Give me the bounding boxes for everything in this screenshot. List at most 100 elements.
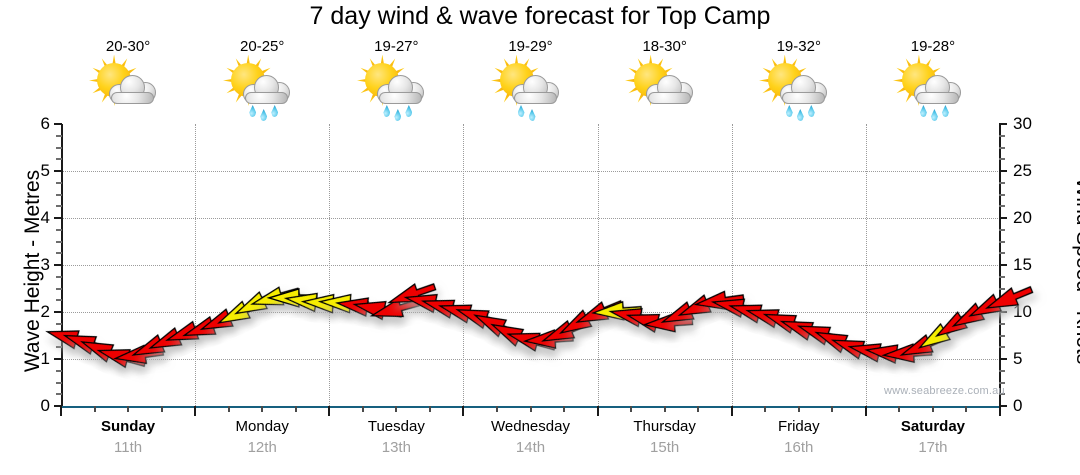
x-tick <box>294 406 297 412</box>
y-tick-right <box>999 181 1005 184</box>
y-tick-left <box>54 311 62 313</box>
y-tick-left <box>56 193 62 196</box>
page-title: 7 day wind & wave forecast for Top Camp <box>309 2 771 30</box>
day-header-thursday: 18-30° <box>598 38 732 117</box>
day-date-label: 15th <box>650 439 680 456</box>
y-tick-label-right: 30 <box>1013 114 1032 133</box>
x-tick <box>663 406 666 412</box>
sun-cloud-rain-icon <box>227 54 297 121</box>
y-tick-label-left: 6 <box>40 114 50 133</box>
x-tick <box>127 406 130 412</box>
x-tick <box>529 406 532 412</box>
day-header-monday: 20-25° <box>195 38 329 121</box>
gridline-horizontal <box>61 312 1000 313</box>
gridline-vertical <box>597 124 599 406</box>
y-tick-right <box>999 158 1005 161</box>
day-footer-monday: Monday 12th <box>195 418 329 456</box>
day-date-label: 13th <box>381 439 411 456</box>
y-tick-right <box>999 217 1007 219</box>
day-footer-friday: Friday 16th <box>732 418 866 456</box>
y-tick-label-left: 4 <box>40 208 50 227</box>
rain-drop-icon <box>249 105 257 117</box>
day-footer-thursday: Thursday 15th <box>598 418 732 456</box>
rain-drop-icon <box>941 105 949 117</box>
x-tick <box>999 406 1001 416</box>
y-tick-right <box>999 393 1005 396</box>
day-name-label: Wednesday <box>491 418 570 435</box>
y-tick-right <box>999 381 1005 384</box>
gridline-vertical <box>195 124 197 406</box>
x-tick <box>361 406 364 412</box>
y-tick-left <box>54 358 62 360</box>
y-tick-right <box>999 252 1005 255</box>
y-tick-label-right: 10 <box>1013 302 1032 321</box>
y-tick-left <box>56 275 62 278</box>
sun-cloud-icon <box>630 54 700 117</box>
temperature-range: 20-30° <box>105 38 151 55</box>
x-tick <box>428 406 431 412</box>
cloud-icon <box>243 75 291 104</box>
temperature-range: 19-29° <box>508 38 553 55</box>
y-tick-left <box>56 228 62 231</box>
rain-drop-icon <box>930 109 938 121</box>
y-tick-right <box>999 134 1005 137</box>
temperature-range: 18-30° <box>642 38 687 55</box>
x-tick <box>697 406 700 412</box>
x-tick <box>864 406 867 416</box>
x-tick <box>596 406 599 416</box>
day-name-label: Saturday <box>900 418 966 435</box>
day-name-label: Thursday <box>633 418 696 435</box>
day-footer-sunday: Sunday 11th <box>61 418 195 456</box>
y-tick-left <box>56 393 62 396</box>
y-tick-label-left: 0 <box>40 396 50 415</box>
gridline-vertical <box>463 124 465 406</box>
y-tick-right <box>999 287 1005 290</box>
y-tick-label-left: 2 <box>40 302 50 321</box>
temperature-range: 20-25° <box>240 38 285 55</box>
y-tick-left <box>56 346 62 349</box>
day-header-sunday: 20-30° <box>61 38 195 117</box>
plot-area <box>61 124 1000 406</box>
y-tick-right <box>999 405 1007 407</box>
rain-drop-icon <box>517 105 525 117</box>
x-tick <box>797 406 800 412</box>
x-tick <box>328 406 331 416</box>
x-tick <box>462 406 465 416</box>
day-header-tuesday: 19-27° <box>329 38 463 121</box>
day-name-label: Tuesday <box>367 418 425 435</box>
y-tick-right <box>999 275 1005 278</box>
temperature-range: 19-32° <box>776 38 821 55</box>
sun-cloud-rain-icon <box>764 54 834 121</box>
x-tick <box>194 406 197 416</box>
y-tick-label-left: 5 <box>40 161 50 180</box>
y-tick-left <box>56 205 62 208</box>
gridline-horizontal <box>61 359 1000 360</box>
y-tick-left <box>56 158 62 161</box>
x-tick <box>93 406 96 412</box>
day-header-wednesday: 19-29° <box>464 38 598 121</box>
gridline-horizontal <box>61 171 1000 172</box>
y-tick-label-right: 20 <box>1013 208 1032 227</box>
x-tick <box>764 406 767 412</box>
rain-drop-icon <box>394 109 402 121</box>
day-name-label: Sunday <box>100 418 156 435</box>
day-date-label: 14th <box>515 439 546 456</box>
y-tick-left <box>56 369 62 372</box>
sun-cloud-rain-icon <box>361 54 431 121</box>
y-tick-label-right: 5 <box>1013 349 1023 368</box>
y-tick-label-left: 3 <box>40 255 50 274</box>
x-tick <box>730 406 733 416</box>
sun-cloud-rain-icon <box>898 54 968 121</box>
y-tick-left <box>54 405 62 407</box>
y-tick-label-right: 0 <box>1013 396 1023 415</box>
y-tick-left <box>56 252 62 255</box>
y-tick-label-right: 15 <box>1013 255 1032 274</box>
day-footer-saturday: Saturday 17th <box>866 418 1000 456</box>
x-tick <box>60 406 62 416</box>
rain-drop-icon <box>405 105 413 117</box>
day-footer-tuesday: Tuesday 13th <box>329 418 463 456</box>
y-tick-right <box>999 170 1007 172</box>
day-date-label: 17th <box>918 439 948 456</box>
y-tick-right <box>999 346 1005 349</box>
